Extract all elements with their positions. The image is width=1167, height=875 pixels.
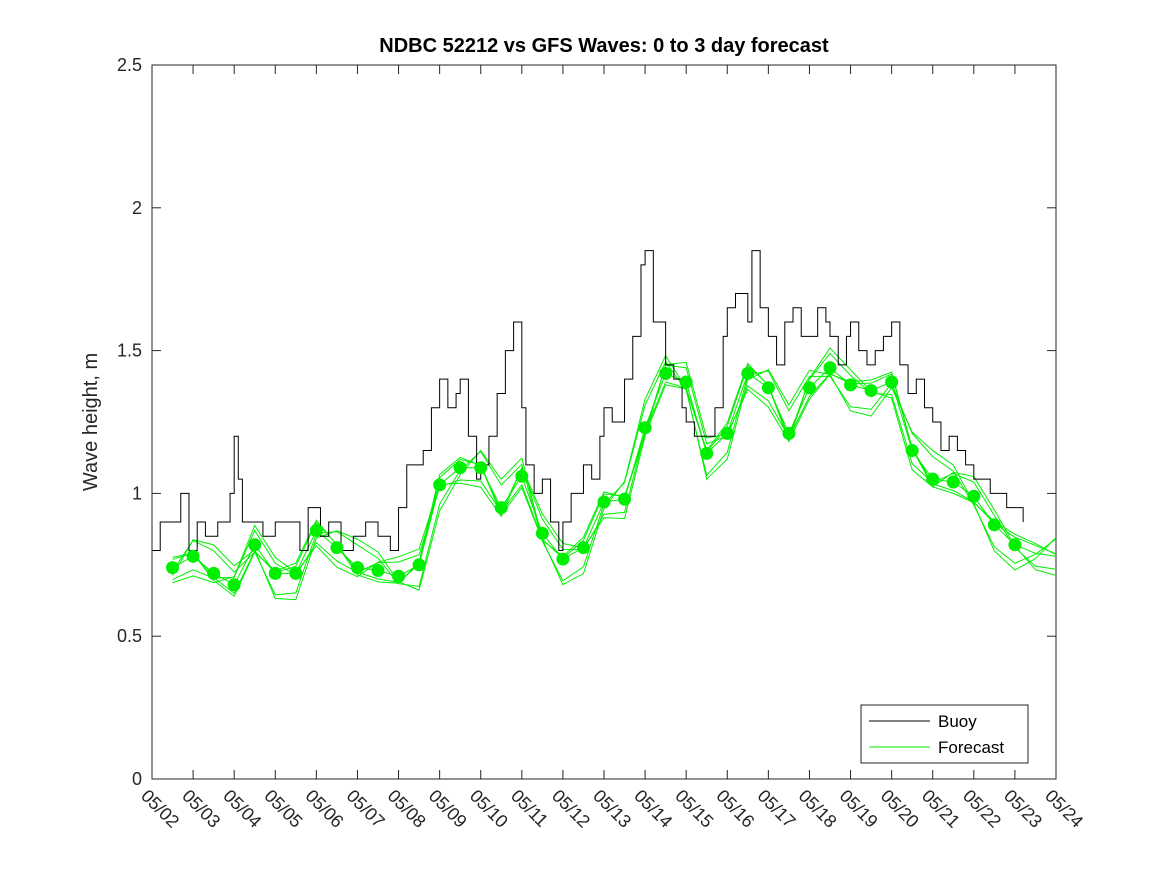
forecast-line <box>172 347 1057 584</box>
forecast-marker <box>946 475 960 489</box>
forecast-marker <box>967 489 981 503</box>
y-tick-label: 0.5 <box>117 626 142 646</box>
y-tick-label: 2.5 <box>117 55 142 75</box>
forecast-marker <box>720 426 734 440</box>
forecast-marker <box>802 381 816 395</box>
forecast-marker <box>761 381 775 395</box>
y-tick-label: 1 <box>132 483 142 503</box>
forecast-marker <box>1008 538 1022 552</box>
forecast-marker <box>926 472 940 486</box>
forecast-marker <box>166 561 180 575</box>
chart-title: NDBC 52212 vs GFS Waves: 0 to 3 day fore… <box>379 35 829 57</box>
forecast-marker <box>782 426 796 440</box>
legend-label-forecast: Forecast <box>938 738 1004 757</box>
forecast-marker <box>453 461 467 475</box>
forecast-marker <box>207 566 221 580</box>
forecast-marker <box>576 541 590 555</box>
legend-box <box>860 704 1029 764</box>
forecast-marker <box>885 375 899 389</box>
forecast-marker <box>556 552 570 566</box>
forecast-marker <box>823 361 837 375</box>
forecast-marker <box>987 518 1001 532</box>
forecast-marker <box>392 569 406 583</box>
y-axis: 0 0.5 1 1.5 2 2.5 <box>117 55 1056 789</box>
forecast-marker <box>638 421 652 435</box>
forecast-marker <box>289 566 303 580</box>
buoy-line <box>152 250 1024 552</box>
buoy-series-group <box>152 250 1024 552</box>
forecast-marker <box>248 538 262 552</box>
y-tick-label: 2 <box>132 198 142 218</box>
forecast-marker <box>864 384 878 398</box>
forecast-marker <box>535 526 549 540</box>
forecast-marker <box>905 444 919 458</box>
forecast-marker <box>844 378 858 392</box>
forecast-marker <box>515 469 529 483</box>
forecast-marker <box>330 541 344 555</box>
forecast-marker <box>741 366 755 380</box>
forecast-marker <box>494 501 508 515</box>
forecast-marker <box>268 566 282 580</box>
forecast-line <box>172 354 1057 601</box>
forecast-marker <box>227 578 241 592</box>
forecast-marker <box>309 524 323 538</box>
y-tick-label: 0 <box>132 769 142 789</box>
forecast-marker <box>474 461 488 475</box>
forecast-marker <box>350 561 364 575</box>
forecast-marker <box>618 492 632 506</box>
forecast-marker <box>433 478 447 492</box>
legend: Buoy Forecast <box>860 704 1029 764</box>
forecast-marker <box>659 366 673 380</box>
forecast-marker <box>597 495 611 509</box>
forecast-marker <box>412 558 426 572</box>
forecast-marker <box>371 564 385 578</box>
forecast-marker <box>186 549 200 563</box>
forecast-marker <box>700 446 714 460</box>
legend-label-buoy: Buoy <box>938 712 977 731</box>
forecast-markers-group <box>166 361 1022 592</box>
y-tick-label: 1.5 <box>117 341 142 361</box>
y-axis-label: Wave height, m <box>80 353 102 491</box>
forecast-marker <box>679 375 693 389</box>
